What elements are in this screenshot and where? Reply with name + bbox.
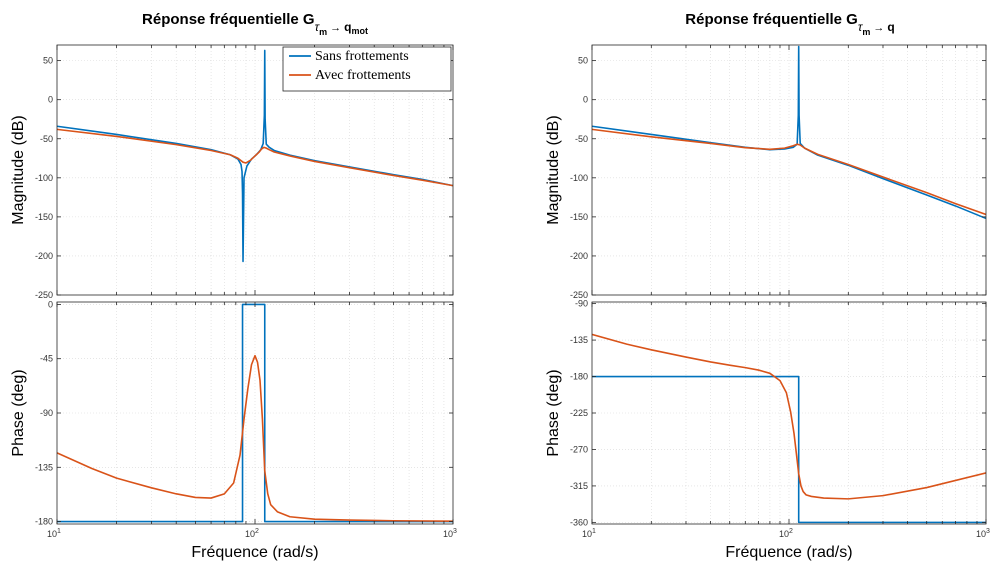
x-tick-label: 101 xyxy=(47,528,61,539)
title-sub-m: m xyxy=(862,27,870,37)
legend-box xyxy=(282,46,452,92)
title-main: Réponse fréquentielle G xyxy=(142,11,315,28)
y-tick-label: -100 xyxy=(570,173,588,183)
y-tick-label: -180 xyxy=(35,517,53,527)
magnitude-ylabel: Magnitude (dB) xyxy=(545,115,562,224)
y-tick-label: -250 xyxy=(35,290,53,300)
title-sub-m: m xyxy=(319,27,327,37)
y-tick-label: -315 xyxy=(570,481,588,491)
y-tick-label: -50 xyxy=(575,134,588,144)
y-tick-label: -50 xyxy=(40,134,53,144)
x-tick-label: 101 xyxy=(582,528,596,539)
x-tick-label: 102 xyxy=(779,528,793,539)
title-sub-q: q xyxy=(887,20,894,34)
y-tick-label: -360 xyxy=(570,517,588,527)
phase-series-sans xyxy=(57,303,453,523)
x-tick-label: 103 xyxy=(443,528,457,539)
y-tick-label: 50 xyxy=(578,56,588,66)
magnitude-frame xyxy=(591,44,987,296)
magnitude-axes-left: 50 0 -50 -100 -150 -200 -250 Magnitude (dB) xyxy=(10,44,454,300)
y-tick-label: 0 xyxy=(48,299,53,309)
x-tick-label: 102 xyxy=(245,528,259,539)
y-tick-label: -150 xyxy=(35,212,53,222)
y-tick-label: -150 xyxy=(570,212,588,222)
y-tick-label: -225 xyxy=(570,408,588,418)
y-tick-label: 50 xyxy=(43,56,53,66)
y-tick-label: 0 xyxy=(583,95,588,105)
magnitude-series-avec xyxy=(57,128,453,187)
title-sub-arrow: → xyxy=(873,22,884,34)
phase-series-avec xyxy=(57,354,453,523)
y-tick-label: -45 xyxy=(40,354,53,364)
title-sub-tau: τ xyxy=(858,20,864,34)
x-tick-label: 103 xyxy=(976,528,990,539)
y-tick-label: -180 xyxy=(570,372,588,382)
bode-panel-left: 50 0 -50 -100 -150 -200 -250 Magnitude (dB) 0 -45… xyxy=(10,11,457,561)
magnitude-series-avec xyxy=(592,128,986,216)
y-tick-label: -90 xyxy=(40,408,53,418)
magnitude-ylabel: Magnitude (dB) xyxy=(10,115,27,224)
y-tick-label: -200 xyxy=(35,251,53,261)
title-sub-suffix: mot xyxy=(351,26,368,36)
y-tick-label: -200 xyxy=(570,251,588,261)
magnitude-grid xyxy=(592,45,986,295)
x-axis-label: Fréquence (rad/s) xyxy=(191,544,318,561)
x-axis-label: Fréquence (rad/s) xyxy=(725,544,852,561)
title-sub-q: q xyxy=(344,20,351,34)
phase-ylabel: Phase (deg) xyxy=(10,369,27,456)
legend: Sans frottements Avec frottements xyxy=(282,46,452,92)
y-tick-label: -135 xyxy=(570,335,588,345)
phase-series-avec xyxy=(592,333,986,500)
phase-grid xyxy=(592,302,986,524)
y-tick-label: -250 xyxy=(570,290,588,300)
phase-series-sans xyxy=(592,375,986,524)
title-main: Réponse fréquentielle G xyxy=(685,11,858,28)
legend-entry-sans: Sans frottements xyxy=(315,49,409,64)
chart-title: Réponse fréquentielle Gτm → q xyxy=(685,11,894,37)
legend-entry-avec: Avec frottements xyxy=(315,68,411,83)
y-tick-label: -270 xyxy=(570,444,588,454)
phase-axes-left: 0 -45 -90 -135 -180 Phase (deg) xyxy=(10,299,454,527)
chart-title: Réponse fréquentielle Gτm → qmot xyxy=(142,11,368,37)
title-sub-arrow: → xyxy=(330,22,341,34)
phase-axes-right: -90 -135 -180 -225 -270 -315 -360 Phase (deg) xyxy=(545,299,987,527)
phase-grid xyxy=(57,302,453,524)
y-tick-label: -90 xyxy=(575,299,588,309)
title-sub-tau: τ xyxy=(315,20,321,34)
y-tick-label: 0 xyxy=(48,95,53,105)
y-tick-label: -135 xyxy=(35,462,53,472)
y-tick-label: -100 xyxy=(35,173,53,183)
magnitude-axes-right: 50 0 -50 -100 -150 -200 -250 Magnitude (dB) xyxy=(545,44,987,300)
phase-ylabel: Phase (deg) xyxy=(545,369,562,456)
